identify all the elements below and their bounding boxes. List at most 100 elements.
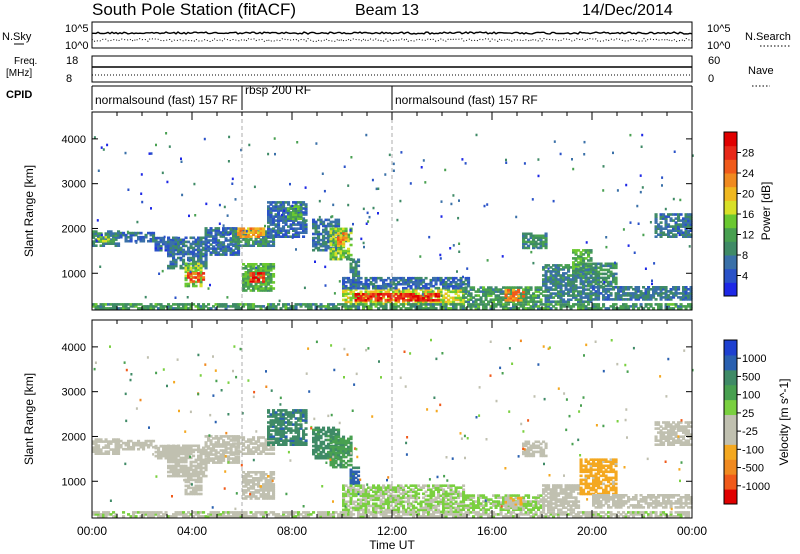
data-cell <box>322 234 326 238</box>
data-cell <box>652 294 656 297</box>
data-cell <box>194 240 198 244</box>
data-cell <box>472 303 476 306</box>
data-cell <box>292 201 296 204</box>
data-cell <box>274 429 278 432</box>
data-cell <box>557 290 561 293</box>
data-cell <box>557 272 561 275</box>
data-cell <box>194 480 198 484</box>
data-cell <box>454 298 458 302</box>
data-cell <box>237 233 241 236</box>
data-cell <box>169 244 173 248</box>
data-cell <box>659 233 663 236</box>
data-cell <box>222 451 226 454</box>
data-cell <box>332 255 336 259</box>
data-cell <box>242 481 246 484</box>
data-cell <box>559 296 563 299</box>
data-cell <box>659 227 663 230</box>
data-cell <box>365 133 368 137</box>
data-cell <box>462 302 466 306</box>
data-cell <box>349 262 353 266</box>
data-cell <box>299 223 303 226</box>
data-cell <box>569 280 573 283</box>
data-cell <box>169 260 173 264</box>
data-cell <box>269 303 273 306</box>
data-cell <box>537 288 541 291</box>
data-cell <box>664 217 668 220</box>
data-cell <box>162 240 166 244</box>
data-cell <box>134 231 138 235</box>
data-cell <box>440 294 443 297</box>
data-cell <box>644 296 648 299</box>
data-cell <box>604 290 608 293</box>
data-cell <box>339 240 343 243</box>
data-cell <box>257 444 261 447</box>
data-cell <box>199 236 203 240</box>
data-cell <box>409 303 413 306</box>
data-cell <box>412 305 416 308</box>
data-cell <box>252 436 256 439</box>
data-cell <box>562 280 566 283</box>
data-cell <box>199 254 203 258</box>
data-cell <box>164 450 168 454</box>
data-cell <box>102 236 106 239</box>
data-cell <box>107 303 111 306</box>
data-cell <box>127 443 131 447</box>
data-cell <box>562 292 566 295</box>
data-cell <box>599 272 603 276</box>
data-cell <box>322 242 326 246</box>
data-cell <box>154 242 158 246</box>
data-cell <box>589 282 593 286</box>
data-cell <box>627 294 631 297</box>
data-cell <box>584 272 588 276</box>
data-cell <box>429 295 433 298</box>
data-cell <box>357 272 361 276</box>
data-cell <box>194 464 198 468</box>
data-cell <box>497 300 501 303</box>
data-cell <box>279 307 283 310</box>
data-cell <box>99 450 103 453</box>
data-cell <box>169 246 173 250</box>
data-cell <box>599 292 603 295</box>
data-cell <box>197 240 201 244</box>
data-cell <box>252 303 256 306</box>
data-cell <box>339 229 343 233</box>
data-cell <box>634 288 638 291</box>
data-cell <box>259 285 263 288</box>
data-cell <box>209 435 213 438</box>
data-cell <box>282 439 286 442</box>
data-cell <box>159 238 163 242</box>
data-cell <box>347 257 351 261</box>
data-cell <box>287 411 291 414</box>
data-cell <box>319 303 323 306</box>
data-cell <box>309 303 313 306</box>
data-cell <box>202 246 206 250</box>
data-cell <box>402 288 406 292</box>
data-cell <box>224 451 228 454</box>
data-cell <box>483 204 486 208</box>
data-cell <box>272 423 276 426</box>
data-cell <box>559 292 563 295</box>
data-cell <box>354 295 358 298</box>
data-cell <box>192 472 196 476</box>
data-cell <box>262 491 266 494</box>
data-cell <box>659 294 663 297</box>
data-cell <box>382 282 386 286</box>
data-cell <box>522 303 526 306</box>
data-cell <box>262 471 266 474</box>
data-cell <box>342 305 346 308</box>
data-cell <box>194 248 198 252</box>
data-cell <box>102 148 105 151</box>
data-cell <box>479 286 483 289</box>
data-cell <box>524 303 528 306</box>
data-cell <box>349 237 353 241</box>
data-cell <box>347 247 351 251</box>
data-cell <box>299 211 303 214</box>
data-cell <box>627 298 631 301</box>
data-cell <box>187 266 191 270</box>
data-cell <box>199 468 203 472</box>
data-cell <box>204 264 208 268</box>
data-cell <box>299 209 303 212</box>
data-cell <box>449 282 453 286</box>
data-cell <box>149 233 153 237</box>
data-cell <box>444 288 448 292</box>
